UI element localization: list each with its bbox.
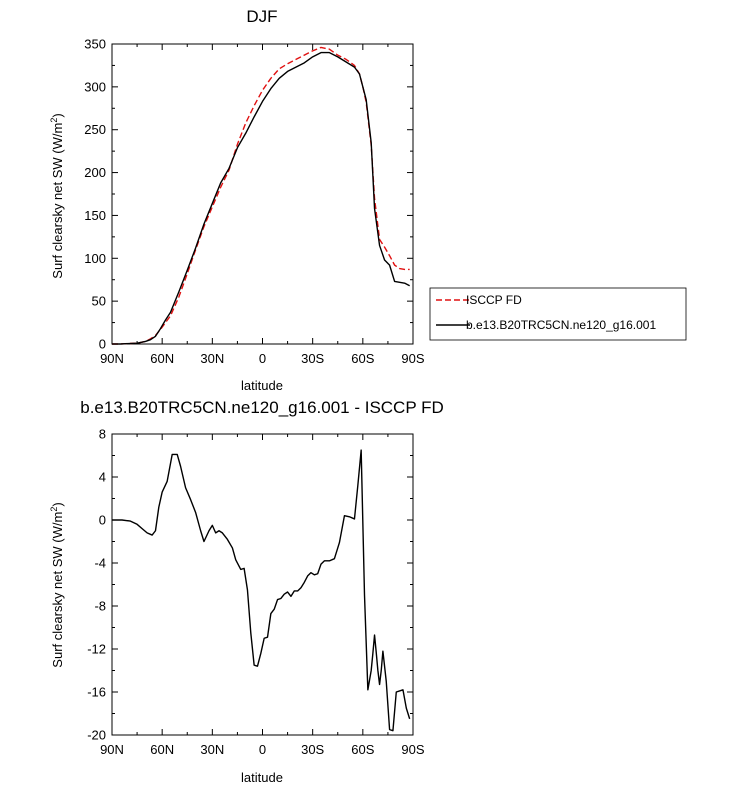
top-chart-y-axis-label-sup: 2 bbox=[49, 118, 59, 123]
bottom-y-tick-label: 4 bbox=[99, 470, 106, 485]
bottom-x-tick-label: 30S bbox=[301, 742, 324, 757]
bottom-x-tick-label: 90S bbox=[401, 742, 424, 757]
legend-box bbox=[429, 287, 687, 341]
top-y-tick-label: 300 bbox=[84, 79, 106, 94]
top-chart-series bbox=[112, 46, 410, 345]
top-x-tick-label: 60N bbox=[150, 351, 174, 366]
bottom-chart-ticks: 90N 60N 30N 0 30S 60S 90S -20 -16 -12 -8 -4 0 4 8 bbox=[87, 427, 425, 758]
top-x-tick-label: 30S bbox=[301, 351, 324, 366]
top-y-tick-label: 150 bbox=[84, 208, 106, 223]
top-y-tick-label: 250 bbox=[84, 122, 106, 137]
bottom-y-tick-label: -20 bbox=[87, 728, 106, 743]
bottom-x-tick-label: 0 bbox=[259, 742, 266, 757]
bottom-chart-panel: b.e13.B20TRC5CN.ne120_g16.001 - ISCCP FD… bbox=[49, 398, 444, 785]
bottom-y-tick-label: -4 bbox=[94, 556, 106, 571]
bottom-chart-title: b.e13.B20TRC5CN.ne120_g16.001 - ISCCP FD bbox=[80, 398, 444, 417]
legend-label-model: b.e13.B20TRC5CN.ne120_g16.001 bbox=[466, 318, 656, 332]
top-y-tick-label: 350 bbox=[84, 37, 106, 52]
top-x-tick-label: 90N bbox=[100, 351, 124, 366]
bottom-y-tick-label: 8 bbox=[99, 427, 106, 442]
bottom-chart-y-axis-label-main: Surf clearsky net SW (W/m bbox=[50, 512, 65, 668]
top-chart-ticks: 90N 60N 30N 0 30S 60S 90S 0 50 100 150 200 250 300 350 bbox=[84, 37, 425, 367]
top-x-tick-label: 60S bbox=[351, 351, 374, 366]
bottom-chart-y-axis-label-sup: 2 bbox=[49, 507, 59, 512]
top-x-tick-label: 30N bbox=[200, 351, 224, 366]
bottom-chart-y-axis-label: Surf clearsky net SW (W/m2) bbox=[49, 502, 65, 667]
top-y-tick-label: 0 bbox=[99, 337, 106, 352]
bottom-chart-series bbox=[112, 449, 411, 732]
legend-label-isccp-fd: ISCCP FD bbox=[466, 293, 522, 307]
bottom-x-tick-label: 90N bbox=[100, 742, 124, 757]
bottom-y-tick-label: 0 bbox=[99, 513, 106, 528]
top-chart-x-axis-label: latitude bbox=[241, 378, 283, 393]
top-x-tick-label: 0 bbox=[259, 351, 266, 366]
top-x-tick-label: 90S bbox=[401, 351, 424, 366]
bottom-y-tick-label: -8 bbox=[94, 599, 106, 614]
bottom-chart-x-axis-label: latitude bbox=[241, 770, 283, 785]
bottom-x-tick-label: 30N bbox=[200, 742, 224, 757]
top-chart-title: DJF bbox=[246, 7, 277, 26]
bottom-y-tick-label: -12 bbox=[87, 642, 106, 657]
top-y-tick-label: 200 bbox=[84, 165, 106, 180]
bottom-y-tick-label: -16 bbox=[87, 685, 106, 700]
chart-legend: ISCCP FD b.e13.B20TRC5CN.ne120_g16.001 bbox=[429, 287, 687, 341]
bottom-series-difference-line bbox=[112, 449, 411, 732]
bottom-x-tick-label: 60N bbox=[150, 742, 174, 757]
top-chart-y-axis-label-main: Surf clearsky net SW (W/m bbox=[50, 123, 65, 279]
top-chart-panel: DJF 90N 60N 30N 0 30S 60S 90S 0 50 100 150 200 250 30… bbox=[49, 7, 425, 393]
top-y-tick-label: 100 bbox=[84, 251, 106, 266]
top-y-tick-label: 50 bbox=[92, 294, 106, 309]
top-chart-y-axis-label: Surf clearsky net SW (W/m2) bbox=[49, 113, 65, 278]
top-chart-frame bbox=[111, 43, 414, 345]
top-series-b-e13-b20trc5cn-ne120-g16-001-line bbox=[112, 51, 410, 345]
bottom-chart-y-axis-label-tail: ) bbox=[50, 502, 65, 506]
bottom-x-tick-label: 60S bbox=[351, 742, 374, 757]
top-chart-y-axis-label-tail: ) bbox=[50, 113, 65, 117]
top-series-isccp-fd-line bbox=[112, 46, 410, 345]
